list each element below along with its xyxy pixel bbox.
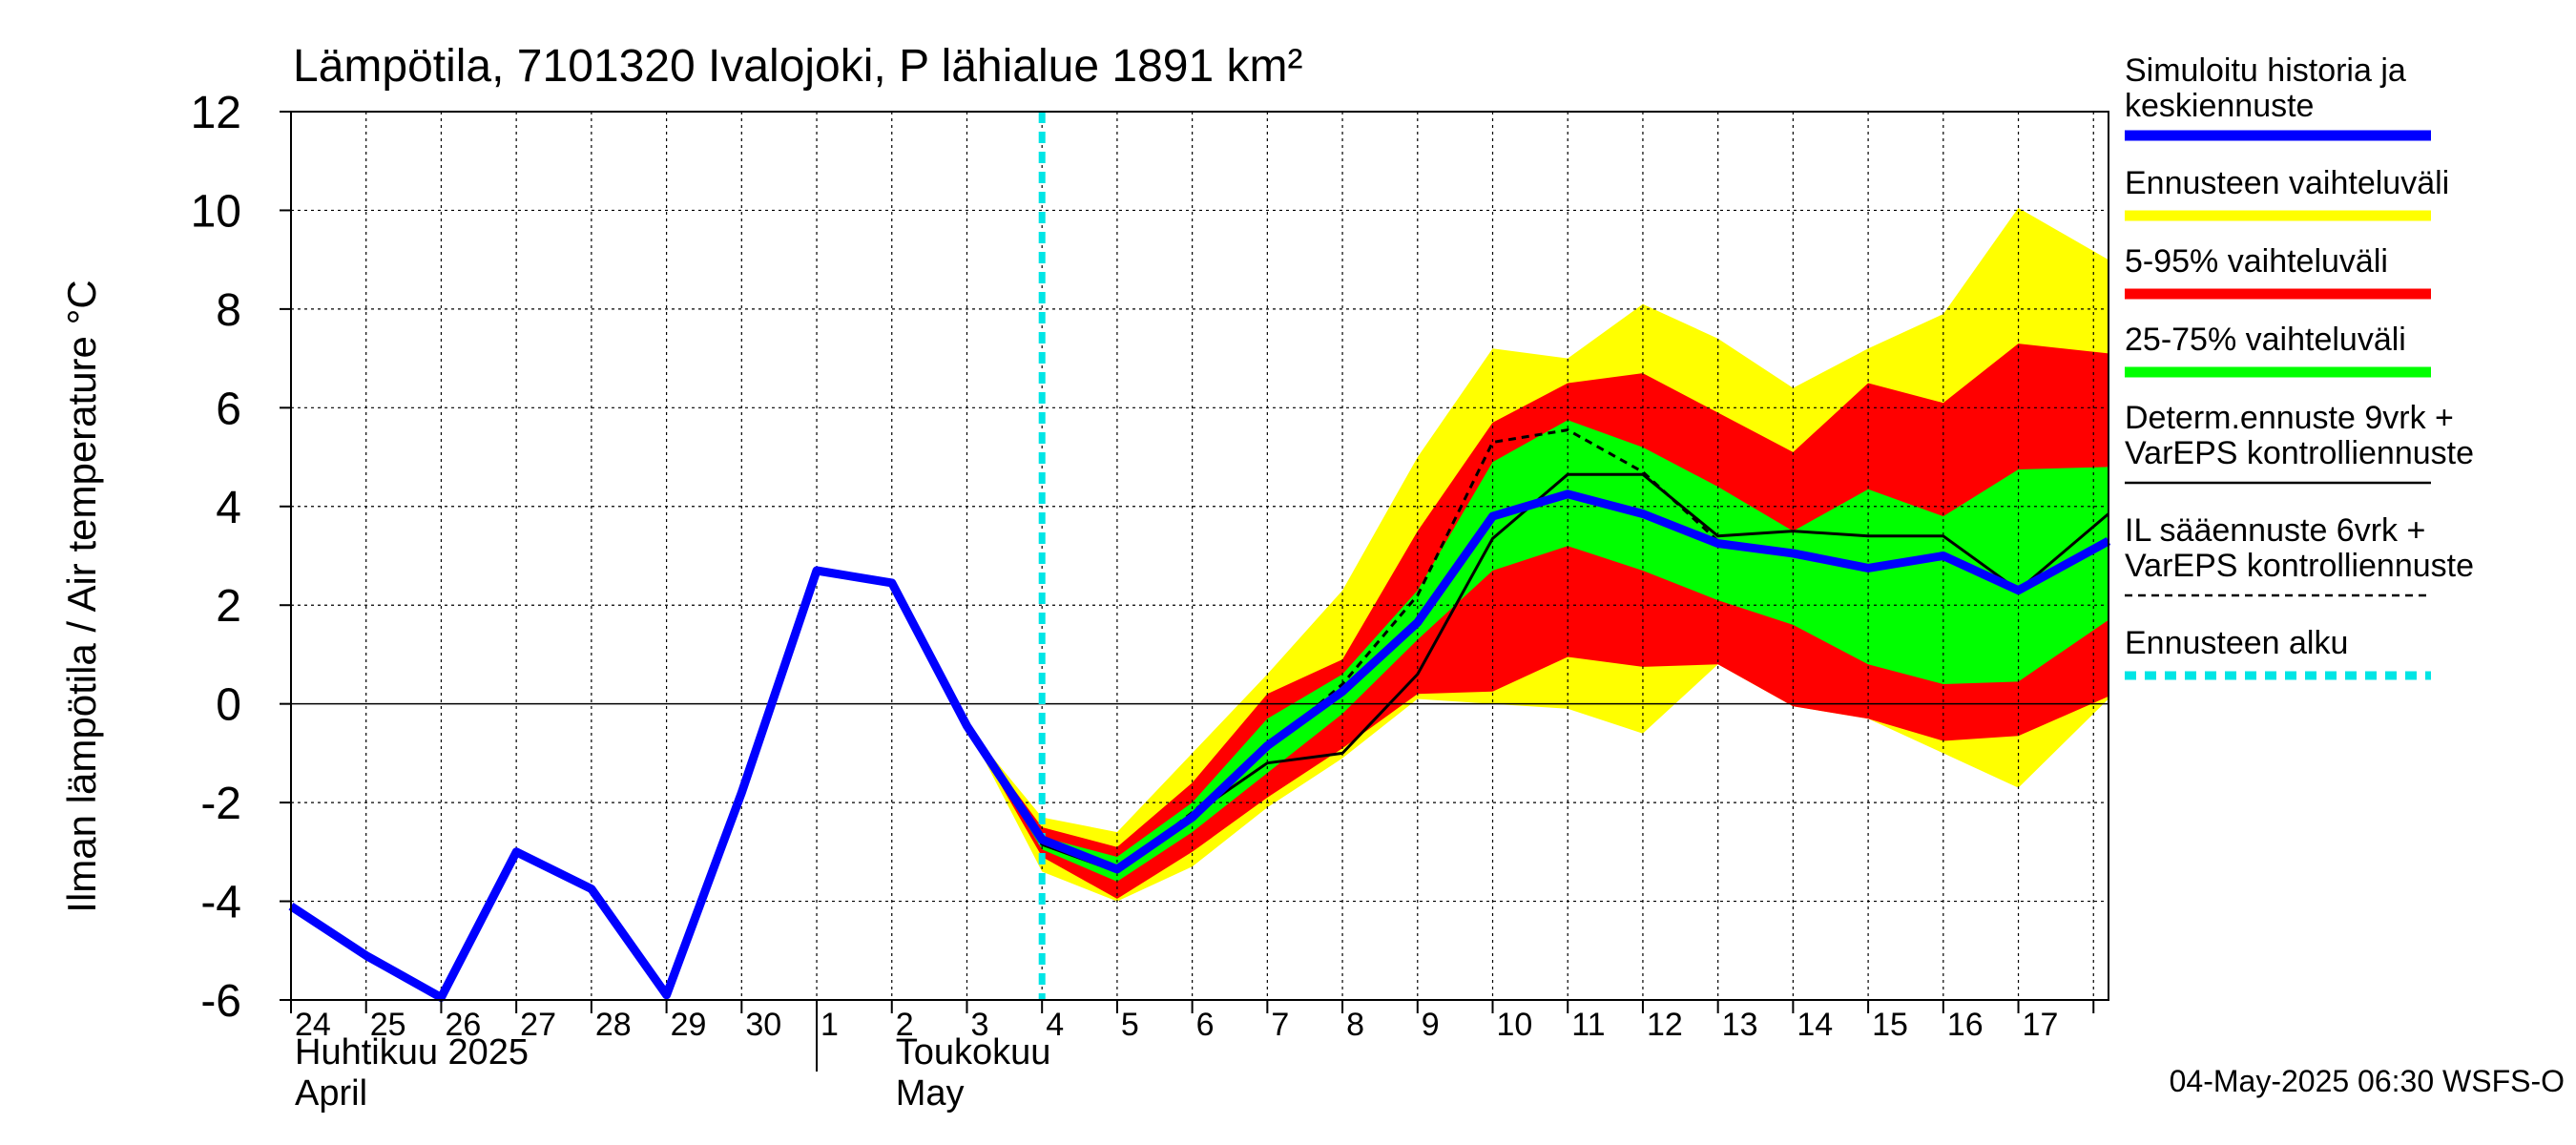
- x-day-label: 10: [1497, 1007, 1533, 1043]
- x-day-label: 1: [821, 1007, 839, 1043]
- x-day-label: 29: [671, 1007, 707, 1043]
- legend-label: 5-95% vaihteluväli: [2125, 243, 2388, 280]
- y-tick-label: 0: [216, 680, 241, 731]
- chart-title: Lämpötila, 7101320 Ivalojoki, P lähialue…: [293, 41, 1302, 92]
- legend-label: VarEPS kontrolliennuste: [2125, 548, 2474, 584]
- band-p25_75: [966, 420, 2109, 882]
- legend-label: Ennusteen alku: [2125, 625, 2348, 661]
- series-history-line: [288, 489, 2111, 1002]
- month-label: Huhtikuu 2025: [295, 1032, 529, 1072]
- x-day-label: 11: [1571, 1007, 1605, 1043]
- y-tick-label: 12: [191, 88, 241, 138]
- legend-label: IL sääennuste 6vrk +: [2125, 512, 2425, 549]
- y-tick-label: -2: [200, 779, 241, 829]
- x-day-label: 8: [1346, 1007, 1364, 1043]
- x-day-label: 27: [520, 1007, 556, 1043]
- x-day-label: 26: [445, 1007, 481, 1043]
- legend-label: Determ.ennuste 9vrk +: [2125, 400, 2454, 436]
- legend-label: keskiennuste: [2125, 88, 2314, 124]
- x-day-label: 12: [1647, 1007, 1683, 1043]
- legend-label: 25-75% vaihteluväli: [2125, 322, 2406, 358]
- x-day-label: 28: [595, 1007, 632, 1043]
- series-lines: [288, 112, 2111, 1002]
- x-day-label: 3: [970, 1007, 988, 1043]
- x-day-label: 24: [295, 1007, 331, 1043]
- y-tick-label: 10: [191, 186, 241, 237]
- y-tick-label: -6: [200, 976, 241, 1027]
- x-day-label: 4: [1046, 1007, 1064, 1043]
- y-tick-label: -4: [200, 878, 241, 928]
- x-day-label: 7: [1271, 1007, 1289, 1043]
- footer-timestamp: 04-May-2025 06:30 WSFS-O: [2170, 1064, 2565, 1098]
- legend-label: VarEPS kontrolliennuste: [2125, 435, 2474, 471]
- month-label: Toukokuu: [896, 1032, 1051, 1072]
- x-day-label: 16: [1947, 1007, 1984, 1043]
- y-tick-label: 8: [216, 285, 241, 336]
- x-day-label: 30: [745, 1007, 781, 1043]
- legend-label: Ennusteen vaihteluväli: [2125, 165, 2449, 201]
- x-day-label: 17: [2023, 1007, 2059, 1043]
- legend-label: Simuloitu historia ja: [2125, 52, 2406, 89]
- month-label-en: April: [295, 1073, 367, 1114]
- x-day-label: 25: [370, 1007, 406, 1043]
- y-axis-label: Ilman lämpötila / Air temperature °C: [59, 280, 104, 912]
- x-day-label: 5: [1121, 1007, 1139, 1043]
- y-tick-label: 2: [216, 581, 241, 632]
- x-day-label: 15: [1872, 1007, 1908, 1043]
- grid: [291, 112, 2109, 1000]
- x-day-label: 2: [896, 1007, 914, 1043]
- y-tick-label: 4: [216, 483, 241, 533]
- month-label-en: May: [896, 1073, 965, 1114]
- x-day-label: 9: [1422, 1007, 1440, 1043]
- x-day-label: 13: [1722, 1007, 1758, 1043]
- plot-frame: [290, 111, 2109, 1001]
- y-tick-label: 6: [216, 384, 241, 434]
- x-day-label: 6: [1196, 1007, 1215, 1043]
- x-day-label: 14: [1797, 1007, 1833, 1043]
